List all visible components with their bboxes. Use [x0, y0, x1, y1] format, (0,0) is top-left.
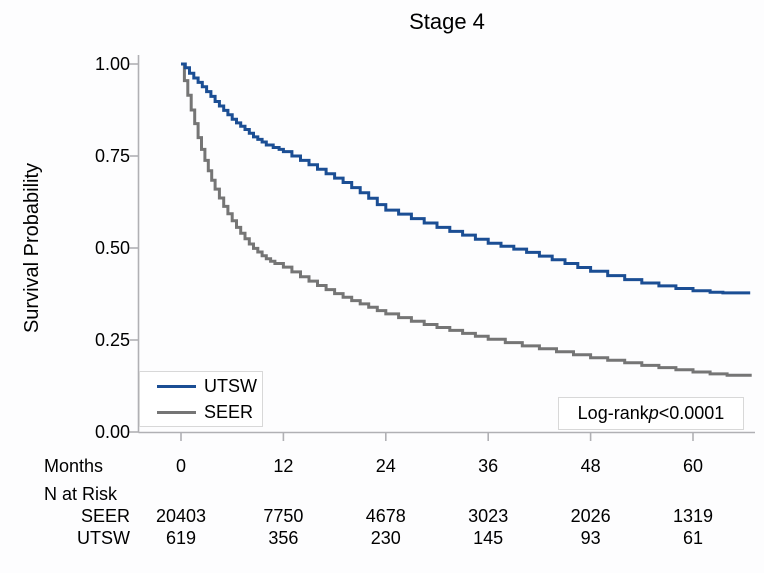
legend-entry-utsw: UTSW: [140, 373, 262, 399]
chart-title: Stage 4: [409, 9, 485, 34]
risk-count-seer: 3023: [468, 506, 509, 526]
logrank-value: <0.0001: [658, 403, 725, 423]
x-tick-label: 60: [682, 456, 704, 476]
survival-curve-seer: [181, 62, 752, 377]
y-tick-label: 0.00: [94, 422, 130, 442]
x-tick-label: 24: [375, 456, 396, 476]
y-tick-label: 1.00: [94, 54, 130, 74]
y-tick-label: 0.50: [94, 238, 130, 258]
risk-count-utsw: 356: [268, 528, 299, 548]
legend-entry-seer: SEER: [140, 399, 262, 425]
legend-box: UTSW SEER: [139, 371, 263, 427]
seer-line-swatch: [157, 410, 196, 414]
risk-count-seer: 7750: [263, 506, 304, 526]
risk-count-utsw: 61: [682, 528, 704, 548]
legend-label-seer: SEER: [204, 402, 254, 422]
x-tick-label: 12: [273, 456, 294, 476]
n-at-risk-label: N at Risk: [44, 484, 118, 504]
risk-row-label-utsw: UTSW: [77, 528, 130, 548]
x-tick-label: 48: [580, 456, 601, 476]
legend-label-utsw: UTSW: [204, 376, 257, 396]
logrank-p-italic: p: [648, 403, 659, 423]
risk-count-seer: 1319: [672, 506, 714, 526]
risk-row-label-seer: SEER: [80, 506, 130, 526]
risk-count-utsw: 619: [165, 528, 197, 548]
x-tick-label: 36: [478, 456, 499, 476]
logrank-annotation-box: Log-rank p <0.0001: [558, 397, 744, 430]
risk-count-seer: 2026: [570, 506, 611, 526]
months-row-label: Months: [44, 456, 104, 476]
risk-count-utsw: 230: [370, 528, 401, 548]
risk-count-utsw: 145: [473, 528, 504, 548]
survival-curve-utsw: [181, 62, 751, 295]
risk-count-seer: 20403: [155, 506, 207, 526]
y-tick-label: 0.75: [94, 146, 130, 166]
logrank-text: Log-rank: [577, 403, 649, 423]
risk-count-seer: 4678: [365, 506, 406, 526]
y-tick-label: 0.25: [94, 330, 130, 350]
risk-count-utsw: 93: [580, 528, 601, 548]
utsw-line-swatch: [157, 384, 196, 388]
x-tick-label: 0: [175, 456, 186, 476]
